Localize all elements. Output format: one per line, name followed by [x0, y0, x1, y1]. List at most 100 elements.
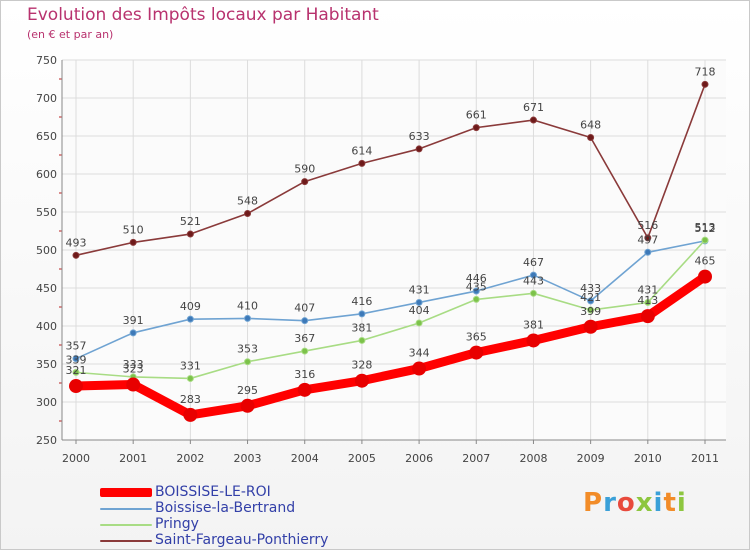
- data-label: 323: [123, 363, 144, 376]
- data-label: 404: [409, 304, 430, 317]
- series-line-boissise-le-roi: [71, 272, 710, 420]
- data-label: 410: [237, 299, 258, 312]
- y-tick-label: 650: [36, 130, 57, 143]
- data-label: 295: [237, 384, 258, 397]
- data-label: 590: [294, 163, 315, 176]
- data-label: 381: [523, 318, 544, 331]
- data-point: [301, 347, 309, 355]
- data-point: [72, 368, 80, 376]
- data-label: 399: [580, 305, 601, 318]
- data-point: [472, 287, 480, 295]
- data-point: [587, 134, 595, 142]
- data-label: 467: [523, 256, 544, 269]
- x-tick-label: 2010: [634, 452, 662, 465]
- data-point: [301, 178, 309, 186]
- data-label: 661: [466, 109, 487, 122]
- data-point: [587, 306, 595, 314]
- data-point: [126, 377, 141, 392]
- data-label: 353: [237, 343, 258, 356]
- data-label: 344: [409, 347, 430, 360]
- data-label: 431: [637, 283, 658, 296]
- legend-label: BOISSISE-LE-ROI: [155, 484, 271, 500]
- logo-letter: x: [635, 488, 654, 518]
- x-tick-label: 2001: [119, 452, 147, 465]
- data-point: [472, 295, 480, 303]
- data-point: [529, 116, 537, 124]
- data-point: [583, 319, 598, 334]
- x-tick-label: 2009: [577, 452, 605, 465]
- data-label: 416: [351, 295, 372, 308]
- x-tick-label: 2003: [234, 452, 262, 465]
- data-label: 421: [580, 291, 601, 304]
- data-point: [186, 315, 194, 323]
- data-label: 431: [409, 283, 430, 296]
- data-label: 648: [580, 119, 601, 132]
- x-tick-label: 2006: [405, 452, 433, 465]
- legend-label: Pringy: [155, 516, 199, 532]
- data-point: [644, 234, 652, 242]
- data-label: 493: [66, 236, 87, 249]
- series-line-saint-fargeau-ponthierry: [75, 83, 706, 257]
- y-tick-label: 750: [36, 54, 57, 67]
- x-tick-label: 2007: [462, 452, 490, 465]
- data-point: [358, 310, 366, 318]
- data-label: 497: [637, 233, 658, 246]
- legend-label: Saint-Fargeau-Ponthierry: [155, 532, 329, 548]
- logo-letter: t: [663, 488, 677, 518]
- data-label: 671: [523, 101, 544, 114]
- data-label: 331: [180, 359, 201, 372]
- data-label: 407: [294, 302, 315, 315]
- data-label: 283: [180, 393, 201, 406]
- data-point: [640, 309, 655, 324]
- data-label: 391: [123, 314, 144, 327]
- data-point: [698, 269, 712, 284]
- proxiti-logo: Proxiti: [583, 488, 687, 518]
- data-point: [415, 319, 423, 327]
- data-point: [240, 398, 255, 413]
- y-tick-label: 550: [36, 206, 57, 219]
- data-point: [244, 358, 252, 366]
- data-point: [186, 230, 194, 238]
- data-label: 381: [351, 321, 372, 334]
- data-label: 516: [637, 219, 658, 232]
- data-label: 718: [695, 65, 716, 78]
- data-point: [529, 289, 537, 297]
- data-label: 512: [695, 222, 716, 235]
- x-tick-label: 2000: [62, 452, 90, 465]
- data-point: [358, 336, 366, 344]
- logo-letter: o: [616, 488, 636, 518]
- data-point: [244, 314, 252, 322]
- data-point: [526, 333, 541, 348]
- legend-swatch: [100, 508, 152, 510]
- data-point: [644, 298, 652, 306]
- logo-letter: P: [583, 488, 604, 518]
- chart-subtitle: (en € et par an): [27, 28, 114, 41]
- data-label: 521: [180, 215, 201, 228]
- y-tick-label: 450: [36, 282, 57, 295]
- y-tick-label: 400: [36, 320, 57, 333]
- data-point: [587, 297, 595, 305]
- legend-swatch: [100, 488, 152, 497]
- data-point: [186, 374, 194, 382]
- legend-swatch: [100, 524, 152, 526]
- data-point: [701, 236, 709, 244]
- data-point: [644, 248, 652, 256]
- x-tick-label: 2004: [291, 452, 319, 465]
- data-point: [297, 382, 312, 397]
- data-point: [72, 251, 80, 259]
- data-label: 321: [66, 364, 87, 377]
- x-tick-label: 2002: [176, 452, 204, 465]
- data-label: 367: [294, 332, 315, 345]
- data-label: 339: [66, 353, 87, 366]
- data-point: [69, 379, 83, 394]
- data-point: [415, 145, 423, 153]
- data-point: [472, 124, 480, 132]
- series-line-pringy: [75, 239, 706, 380]
- data-label: 633: [409, 130, 430, 143]
- data-point: [244, 210, 252, 218]
- x-tick-label: 2005: [348, 452, 376, 465]
- data-point: [469, 345, 484, 360]
- data-point: [358, 159, 366, 167]
- y-tick-label: 300: [36, 396, 57, 409]
- data-point: [415, 298, 423, 306]
